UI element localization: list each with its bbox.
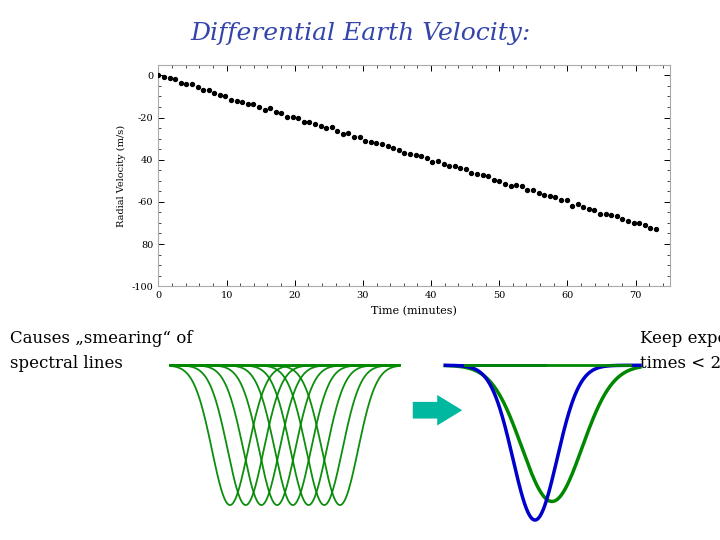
Text: Causes „smearing“ of: Causes „smearing“ of <box>10 330 192 347</box>
Y-axis label: Radial Velocity (m/s): Radial Velocity (m/s) <box>117 124 126 227</box>
Point <box>186 80 198 89</box>
Point <box>482 172 494 181</box>
Point <box>410 151 421 160</box>
Point <box>298 117 310 126</box>
Point <box>505 181 516 190</box>
Point <box>628 219 639 227</box>
Point <box>209 89 220 97</box>
Point <box>432 157 444 166</box>
Point <box>242 100 253 109</box>
Point <box>594 210 606 218</box>
Point <box>415 151 427 160</box>
Point <box>533 188 544 197</box>
Point <box>225 96 237 104</box>
Point <box>589 206 600 214</box>
Point <box>153 71 164 79</box>
Point <box>634 219 645 227</box>
Point <box>426 158 438 166</box>
Point <box>488 176 500 184</box>
Point <box>331 126 343 135</box>
Point <box>404 150 415 158</box>
Point <box>214 91 225 99</box>
Point <box>477 171 488 180</box>
Point <box>544 192 556 200</box>
Point <box>539 191 550 200</box>
Point <box>337 129 348 138</box>
Point <box>309 120 320 129</box>
Point <box>181 80 192 89</box>
Text: spectral lines: spectral lines <box>10 355 123 372</box>
Point <box>270 107 282 116</box>
Point <box>622 217 634 226</box>
Point <box>169 75 181 83</box>
Text: Keep exposure: Keep exposure <box>640 330 720 347</box>
Point <box>220 91 231 100</box>
Point <box>516 182 528 191</box>
Point <box>203 86 215 94</box>
Point <box>438 160 449 168</box>
Point <box>549 192 561 201</box>
Point <box>393 146 405 154</box>
Point <box>371 138 382 147</box>
Point <box>650 225 662 233</box>
Point <box>572 200 583 208</box>
Point <box>527 186 539 194</box>
Point <box>494 177 505 185</box>
Point <box>197 85 209 94</box>
Point <box>164 74 176 83</box>
Point <box>231 97 243 106</box>
Point <box>616 215 628 224</box>
Point <box>236 98 248 106</box>
Point <box>365 138 377 147</box>
Point <box>387 144 399 152</box>
Point <box>611 211 623 220</box>
Point <box>639 221 651 230</box>
Point <box>343 129 354 138</box>
Point <box>315 122 326 130</box>
Point <box>320 124 332 132</box>
Point <box>158 73 170 82</box>
Point <box>348 133 360 141</box>
Point <box>449 162 461 171</box>
Point <box>292 114 304 123</box>
Point <box>399 148 410 157</box>
Point <box>276 109 287 118</box>
Point <box>606 211 617 219</box>
Point <box>377 139 388 148</box>
Point <box>354 133 366 141</box>
Point <box>567 202 578 211</box>
Point <box>466 169 477 178</box>
Point <box>521 185 533 194</box>
Point <box>282 112 293 121</box>
Point <box>248 100 259 109</box>
Point <box>583 205 595 213</box>
Point <box>555 195 567 204</box>
Point <box>600 210 611 218</box>
Point <box>359 137 371 146</box>
Text: Differential Earth Velocity:: Differential Earth Velocity: <box>190 22 530 45</box>
Point <box>304 117 315 126</box>
Point <box>510 181 522 190</box>
Point <box>192 82 203 91</box>
Point <box>253 103 265 112</box>
Point <box>561 195 572 204</box>
Point <box>499 179 510 188</box>
Point <box>287 113 298 122</box>
Point <box>472 170 483 179</box>
Point <box>259 105 271 114</box>
Point <box>454 163 466 172</box>
Point <box>444 161 455 170</box>
Point <box>577 202 589 211</box>
Point <box>326 123 338 131</box>
Text: times < 20-30 min: times < 20-30 min <box>640 355 720 372</box>
Point <box>460 165 472 174</box>
Point <box>421 154 433 163</box>
Point <box>175 78 186 87</box>
Point <box>264 104 276 113</box>
FancyArrowPatch shape <box>413 395 462 426</box>
X-axis label: Time (minutes): Time (minutes) <box>371 306 457 316</box>
Point <box>382 142 393 151</box>
Point <box>644 224 656 232</box>
